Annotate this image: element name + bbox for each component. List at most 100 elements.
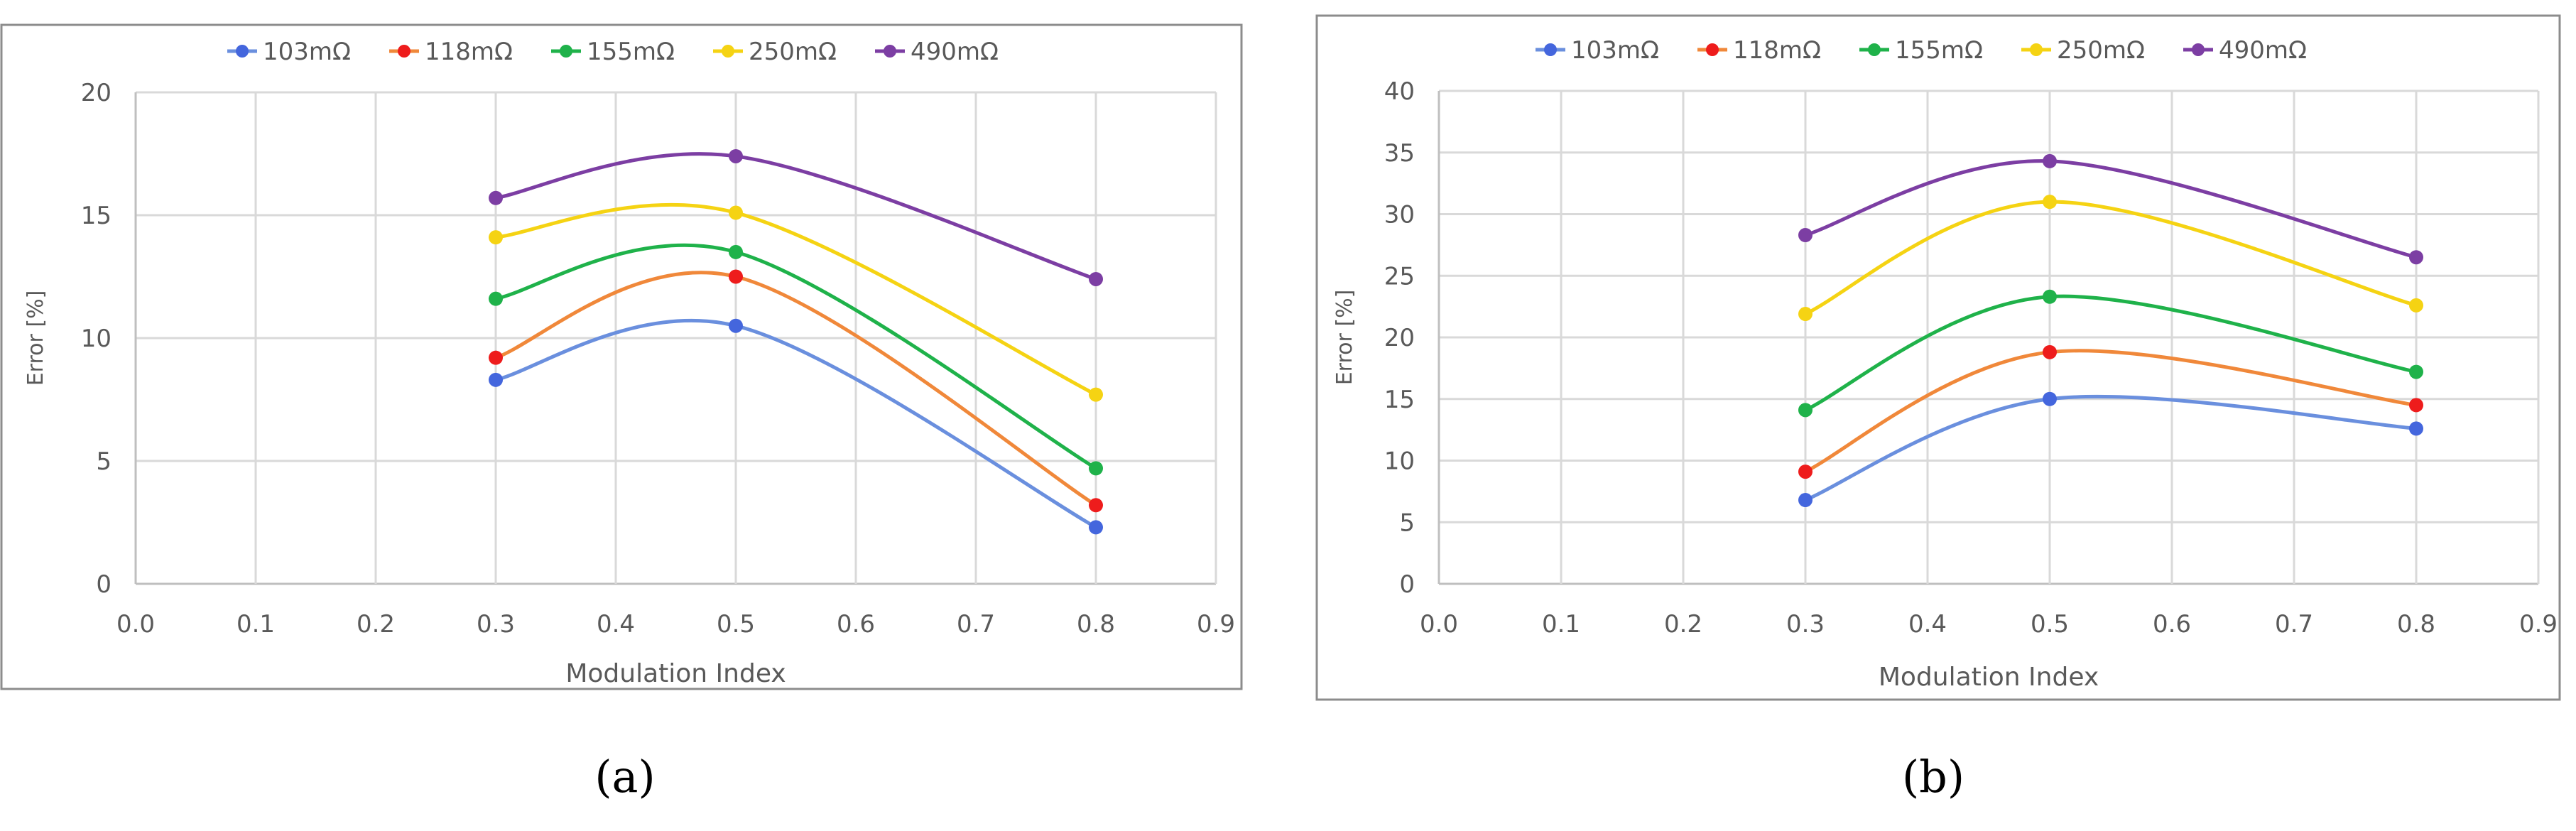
data-point-0-0 [1798,493,1813,508]
y-tick-label: 35 [1384,139,1415,168]
data-point-0-0 [489,372,503,387]
y-tick-label: 15 [81,202,112,230]
caption-a: (a) [594,751,655,803]
legend-swatch-marker [1706,43,1719,56]
x-tick-label: 0.7 [2275,610,2313,639]
y-tick-label: 40 [1384,77,1415,106]
legend-swatch-marker [884,45,896,58]
data-point-1-2 [2409,398,2423,413]
x-tick-label: 0.6 [2153,610,2191,639]
y-tick-label: 20 [1384,324,1415,352]
y-tick-label: 0 [1399,570,1415,599]
x-tick-label: 0.8 [1077,610,1115,639]
x-tick-label: 0.7 [957,610,995,639]
legend-swatch-marker [1544,43,1557,56]
legend-item: 490mΩ [875,38,999,66]
series-line-1 [494,271,1098,507]
legend-label: 250mΩ [749,38,837,66]
x-tick-label: 0.1 [237,610,275,639]
legend-item: 155mΩ [1859,36,1983,65]
x-tick-label: 0.0 [1420,610,1458,639]
data-point-3-2 [1089,387,1103,402]
data-point-3-1 [729,205,743,220]
x-tick-label: 0.9 [1197,610,1235,639]
legend-label: 103mΩ [1571,36,1659,65]
data-point-2-2 [1089,461,1103,476]
series-line-4 [494,152,1098,281]
chart-panel-a: 0 5 10 15 20 0.0 0.1 0.2 0.3 0.4 0.5 0.6 0.7 0.8 0.9 Mo… [0,23,1243,690]
data-point-2-2 [2409,364,2423,379]
data-point-3-2 [2409,298,2423,313]
y-tick-label: 10 [1384,447,1415,476]
legend-swatch-marker [2192,43,2205,56]
legend-item: 118mΩ [389,38,513,66]
legend-label: 250mΩ [2057,36,2145,65]
legend-swatch-marker [722,45,734,58]
x-tick-label: 0.3 [1786,610,1825,639]
data-point-0-1 [2043,391,2057,406]
data-point-1-1 [729,269,743,284]
y-axis-title: Error [%] [23,290,48,386]
legend-label: 118mΩ [1733,36,1821,65]
x-tick-label: 0.2 [357,610,395,639]
y-tick-label: 20 [81,79,112,107]
data-point-3-0 [489,230,503,245]
legend-item: 490mΩ [2183,36,2307,65]
y-tick-label: 0 [96,570,112,599]
x-tick-label: 0.0 [116,610,155,639]
legend-item: 103mΩ [1536,36,1659,65]
y-tick-label: 25 [1384,262,1415,290]
y-tick-label: 5 [96,447,112,476]
series-line-2 [1803,294,2418,412]
x-tick-label: 0.1 [1542,610,1580,639]
data-point-3-1 [2043,195,2057,210]
legend-item: 103mΩ [227,38,351,66]
legend-swatch-marker [560,45,572,58]
legend-label: 118mΩ [425,38,513,66]
legend-label: 155mΩ [587,38,675,66]
caption-b: (b) [1902,751,1964,803]
data-point-1-0 [1798,465,1813,479]
series-line-3 [494,202,1098,397]
data-point-2-0 [1798,403,1813,418]
x-tick-label: 0.5 [717,610,755,639]
legend-item: 250mΩ [2021,36,2145,65]
x-tick-label: 0.4 [597,610,635,639]
legend-swatch-marker [2030,43,2043,56]
data-point-4-2 [1089,271,1103,286]
legend-item: 155mΩ [551,38,675,66]
series-line-2 [494,243,1098,470]
data-point-2-0 [489,291,503,306]
chart-panel-b: 0 5 10 15 20 25 30 35 40 0.0 0.1 0.2 0.3 0.4 0.5 0.6 0.7… [1315,14,2561,701]
series-line-4 [1803,159,2418,259]
series-line-0 [494,318,1098,529]
x-axis-title: Modulation Index [1879,663,2099,692]
chart-frame [0,23,1243,690]
legend-swatch-marker [398,45,411,58]
data-point-4-1 [2043,153,2057,168]
data-point-1-1 [2043,344,2057,359]
x-tick-label: 0.2 [1664,610,1702,639]
x-tick-label: 0.3 [477,610,515,639]
x-tick-label: 0.6 [837,610,875,639]
x-tick-label: 0.8 [2397,610,2435,639]
data-point-4-1 [729,148,743,163]
x-tick-label: 0.4 [1908,610,1947,639]
legend-label: 490mΩ [911,38,999,66]
series-line-3 [1803,200,2418,316]
data-point-2-1 [2043,289,2057,304]
x-tick-label: 0.9 [2519,610,2558,639]
y-tick-label: 10 [81,325,112,353]
legend-swatch-marker [1868,43,1881,56]
data-point-4-2 [2409,250,2423,265]
y-tick-label: 30 [1384,201,1415,229]
y-tick-label: 15 [1384,386,1415,414]
data-point-4-0 [1798,227,1813,242]
data-point-4-0 [489,190,503,205]
y-tick-label: 5 [1399,509,1415,537]
data-point-1-2 [1089,498,1103,513]
data-point-0-2 [1089,520,1103,535]
legend-swatch-marker [236,45,249,58]
legend-label: 103mΩ [263,38,351,66]
